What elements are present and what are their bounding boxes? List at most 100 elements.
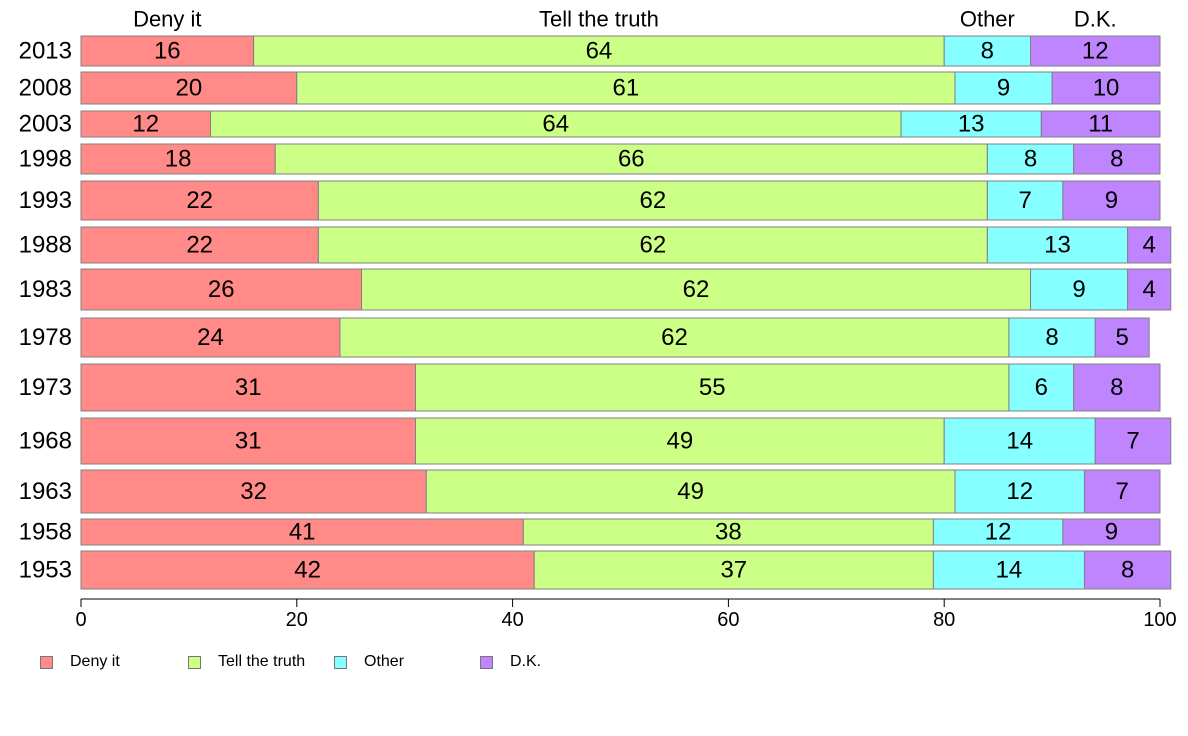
bar-segment-deny-it-1963 xyxy=(80,469,427,514)
data-label-deny-it-1973: 31 xyxy=(235,374,262,401)
bar-row-2013: 16 64 8 12 xyxy=(80,35,1161,67)
bar-segment-d-k-1993 xyxy=(1062,180,1161,221)
data-label-d-k-2003: 11 xyxy=(1088,111,1113,138)
data-label-tell-the-truth-1993: 62 xyxy=(640,187,667,214)
column-headers: Deny it Tell the truth Other D.K. xyxy=(133,7,1117,32)
data-label-tell-the-truth-2003: 64 xyxy=(542,111,569,138)
data-label-tell-the-truth-2008: 61 xyxy=(613,75,640,102)
data-label-deny-it-1978: 24 xyxy=(197,324,224,351)
bar-segment-d-k-2008 xyxy=(1051,71,1161,105)
legend-item-other: Other xyxy=(334,653,404,671)
bar-segment-other-1973 xyxy=(1008,363,1075,412)
bar-segment-tell-the-truth-1968 xyxy=(414,417,945,465)
bar-row-1988: 22 62 13 4 xyxy=(80,226,1172,264)
bar-segment-d-k-2013 xyxy=(1030,35,1161,67)
data-label-tell-the-truth-1963: 49 xyxy=(677,478,704,505)
bar-segment-other-1963 xyxy=(954,469,1085,514)
y-tick-label-1983: 1983 xyxy=(19,276,72,303)
bar-segment-other-2013 xyxy=(943,35,1032,67)
data-label-other-2003: 13 xyxy=(958,111,985,138)
bar-row-1968: 31 49 14 7 xyxy=(80,417,1172,465)
bar-row-1963: 32 49 12 7 xyxy=(80,469,1161,514)
y-tick-label-1993: 1993 xyxy=(19,187,72,214)
y-tick-label-2013: 2013 xyxy=(19,38,72,65)
bar-segment-tell-the-truth-2008 xyxy=(296,71,956,105)
data-label-other-1978: 8 xyxy=(1045,324,1058,351)
bar-row-1998: 18 66 8 8 xyxy=(80,143,1161,175)
bar-segment-other-1993 xyxy=(986,180,1064,221)
legend-item-dk: D.K. xyxy=(480,653,541,671)
y-tick-label-1953: 1953 xyxy=(19,557,72,584)
bar-segment-deny-it-1953 xyxy=(80,550,535,590)
bar-row-1958: 41 38 12 9 xyxy=(80,518,1161,546)
bar-segment-deny-it-1993 xyxy=(80,180,319,221)
bar-segment-deny-it-2003 xyxy=(80,110,211,138)
bar-segment-d-k-1958 xyxy=(1062,518,1161,546)
legend-swatch-deny-it xyxy=(40,655,53,669)
bar-segment-deny-it-2008 xyxy=(80,71,298,105)
data-label-d-k-1963: 7 xyxy=(1116,478,1129,505)
data-label-d-k-1983: 4 xyxy=(1143,276,1156,303)
y-tick-labels: 2013 2008 2003 1998 1993 1988 1983 1978 1973 1968… xyxy=(19,38,72,584)
bar-segment-deny-it-1983 xyxy=(80,268,363,311)
bar-segment-tell-the-truth-1973 xyxy=(414,363,1010,412)
x-axis: 0 20 40 60 80 100 xyxy=(75,598,1177,631)
bar-segment-other-1968 xyxy=(943,417,1096,465)
bar-segment-d-k-1968 xyxy=(1094,417,1172,465)
bar-row-1983: 26 62 9 4 xyxy=(80,268,1172,311)
data-label-d-k-1993: 9 xyxy=(1105,187,1118,214)
data-label-d-k-2008: 10 xyxy=(1093,75,1120,102)
legend-label-other: Other xyxy=(364,653,405,670)
legend-item-deny-it: Deny it xyxy=(40,653,120,671)
data-label-tell-the-truth-1998: 66 xyxy=(618,146,645,173)
bar-segment-tell-the-truth-1988 xyxy=(317,226,988,264)
data-label-other-1983: 9 xyxy=(1072,276,1085,303)
bar-segment-tell-the-truth-2013 xyxy=(253,35,945,67)
data-label-deny-it-1998: 18 xyxy=(165,146,192,173)
legend-swatch-tell-the-truth xyxy=(188,655,201,669)
y-tick-label-1973: 1973 xyxy=(19,374,72,401)
bar-segment-other-1953 xyxy=(932,550,1085,590)
legend-swatch-other xyxy=(334,655,347,669)
data-label-other-1958: 12 xyxy=(985,519,1012,546)
data-label-d-k-1998: 8 xyxy=(1110,146,1123,173)
y-tick-label-1968: 1968 xyxy=(19,428,72,455)
data-label-d-k-1953: 8 xyxy=(1121,557,1134,584)
column-header-d-k: D.K. xyxy=(1074,7,1117,32)
data-label-deny-it-1983: 26 xyxy=(208,276,235,303)
y-tick-label-2008: 2008 xyxy=(19,75,72,102)
bar-segment-deny-it-1998 xyxy=(80,143,276,175)
bar-segment-deny-it-1978 xyxy=(80,317,341,358)
bar-segment-d-k-1998 xyxy=(1073,143,1161,175)
data-label-tell-the-truth-1973: 55 xyxy=(699,374,726,401)
bar-segment-deny-it-2013 xyxy=(80,35,255,67)
data-label-deny-it-1993: 22 xyxy=(186,187,213,214)
x-tick-label-20: 20 xyxy=(286,609,308,631)
legend-item-tell-the-truth: Tell the truth xyxy=(188,653,305,671)
bar-segment-d-k-1983 xyxy=(1127,268,1172,311)
data-label-deny-it-1958: 41 xyxy=(289,519,316,546)
data-label-deny-it-1988: 22 xyxy=(186,232,213,259)
bar-segment-d-k-1978 xyxy=(1094,317,1150,358)
data-label-other-1953: 14 xyxy=(996,557,1023,584)
data-label-deny-it-1968: 31 xyxy=(235,428,262,455)
x-tick-label-0: 0 xyxy=(75,609,86,631)
data-label-tell-the-truth-1983: 62 xyxy=(683,276,710,303)
data-label-tell-the-truth-1968: 49 xyxy=(666,428,693,455)
bar-segment-other-2008 xyxy=(954,71,1053,105)
legend-swatch-dk xyxy=(480,655,493,669)
legend-label-tell-the-truth: Tell the truth xyxy=(218,653,306,670)
bar-row-2003: 12 64 13 11 xyxy=(80,110,1161,138)
column-header-deny-it: Deny it xyxy=(133,7,201,32)
x-tick-label-40: 40 xyxy=(501,609,523,631)
data-label-deny-it-1953: 42 xyxy=(294,557,321,584)
bar-segment-tell-the-truth-1998 xyxy=(274,143,988,175)
y-tick-label-1978: 1978 xyxy=(19,324,72,351)
bar-segment-d-k-1988 xyxy=(1127,226,1172,264)
bar-segment-tell-the-truth-2003 xyxy=(209,110,902,138)
data-label-tell-the-truth-1958: 38 xyxy=(715,519,742,546)
data-label-tell-the-truth-1988: 62 xyxy=(640,232,667,259)
bar-segment-other-1988 xyxy=(986,226,1129,264)
bar-row-1978: 24 62 8 5 xyxy=(80,317,1150,358)
